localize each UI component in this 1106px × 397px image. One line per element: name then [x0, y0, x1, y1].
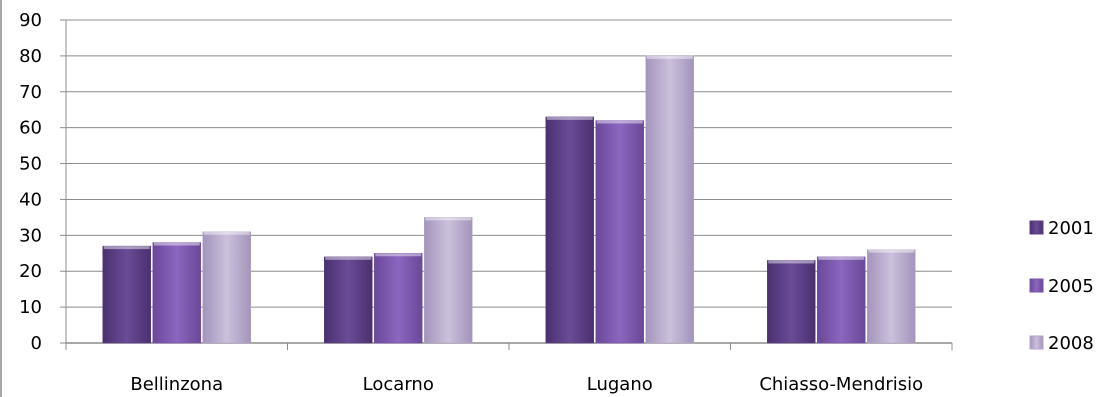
y-tick-label: 20	[19, 261, 42, 282]
x-category-label: Chiasso-Mendrisio	[759, 374, 923, 395]
y-tick-label: 30	[19, 225, 42, 246]
legend-swatch-2005	[1029, 278, 1044, 293]
bar-2005-chiasso-mendrisio	[817, 256, 866, 344]
bar-2005-locarno	[374, 253, 423, 344]
bar-highlight	[818, 256, 865, 260]
bar-highlight	[375, 253, 422, 257]
bar-highlight	[325, 256, 372, 260]
bar-2001-bellinzona	[102, 245, 151, 344]
bar-highlight	[153, 242, 200, 246]
legend: 2001 2005 2008	[1029, 218, 1094, 354]
bar-2008-lugano	[645, 55, 694, 344]
legend-swatch-2001	[1029, 220, 1044, 235]
y-tick-label: 10	[19, 297, 42, 318]
bar-highlight	[768, 260, 815, 264]
legend-label-2005: 2005	[1048, 276, 1094, 297]
y-tick-label: 40	[19, 189, 42, 210]
bar-highlight	[425, 217, 472, 221]
bar-highlight	[596, 120, 643, 124]
bar-highlight	[546, 116, 593, 120]
bar-2001-chiasso-mendrisio	[767, 260, 816, 344]
bar-highlight	[646, 55, 693, 59]
bar-2001-lugano	[545, 116, 594, 344]
x-category-label: Lugano	[587, 374, 653, 395]
y-tick-labels: 0 10 20 30 40 50 60 70 80 90	[19, 10, 42, 354]
legend-swatch-2008	[1029, 335, 1044, 350]
bar-highlight	[103, 246, 150, 250]
legend-label-2008: 2008	[1048, 333, 1094, 354]
y-tick-label: 50	[19, 154, 42, 175]
bar-2008-locarno	[424, 217, 473, 344]
bar-2005-lugano	[595, 120, 644, 344]
chart-left-border	[0, 0, 2, 397]
y-tick-label: 90	[19, 10, 42, 31]
bar-2001-locarno	[324, 256, 373, 344]
x-category-labels: Bellinzona Locarno Lugano Chiasso-Mendrisio	[130, 374, 923, 395]
bars	[102, 55, 916, 344]
bar-2008-chiasso-mendrisio	[867, 249, 916, 344]
y-tick-label: 60	[19, 118, 42, 139]
y-tick-label: 70	[19, 82, 42, 103]
y-tick-label: 80	[19, 46, 42, 67]
x-category-label: Bellinzona	[130, 374, 223, 395]
x-category-label: Locarno	[363, 374, 434, 395]
legend-label-2001: 2001	[1048, 218, 1094, 239]
bar-2008-bellinzona	[202, 231, 251, 344]
y-tick-label: 0	[31, 333, 42, 354]
bar-highlight	[868, 249, 915, 253]
bar-highlight	[203, 231, 250, 235]
bar-2005-bellinzona	[152, 242, 201, 344]
